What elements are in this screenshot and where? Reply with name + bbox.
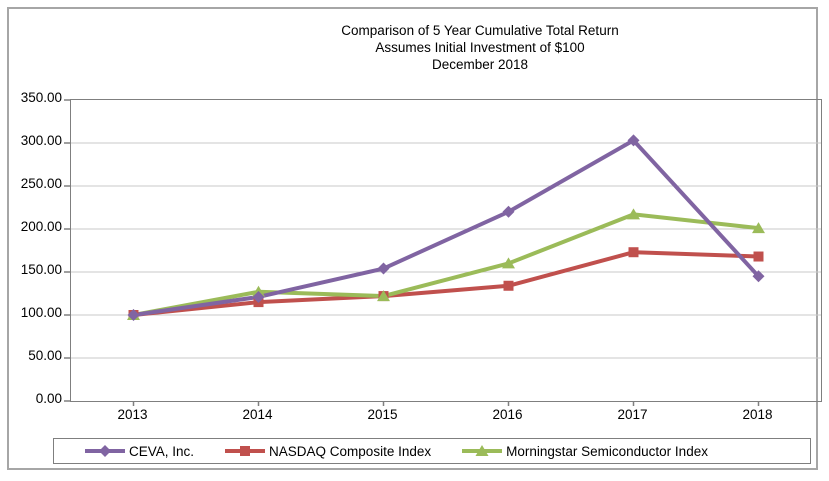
series-line-2 — [133, 250, 759, 317]
y-tick-label: 300.00 — [20, 133, 62, 148]
y-tick-label: 350.00 — [20, 90, 62, 105]
title-line-2: Assumes Initial Investment of $100 — [375, 40, 585, 55]
diamond-marker — [127, 309, 140, 321]
plot-svg — [64, 99, 821, 406]
x-tick-label: 2014 — [242, 407, 273, 422]
square-marker — [503, 280, 514, 291]
triangle-marker — [627, 208, 640, 220]
triangle-marker — [752, 222, 765, 234]
y-tick-label: 200.00 — [20, 219, 62, 234]
diamond-marker — [252, 290, 265, 303]
triangle-marker — [377, 290, 390, 302]
x-tick-label: 2015 — [367, 407, 398, 422]
square-legend-marker-icon — [225, 446, 266, 456]
triangle-legend-marker-icon — [462, 445, 503, 456]
y-tick-label: 250.00 — [20, 176, 62, 191]
diamond-legend-marker-icon — [85, 445, 125, 457]
x-tick-label: 2016 — [492, 407, 523, 422]
y-tick-label: 0.00 — [35, 391, 62, 406]
series-line-1 — [133, 138, 760, 317]
series-line-3 — [133, 212, 759, 317]
title-line-3: December 2018 — [431, 57, 529, 72]
plot-area — [64, 99, 822, 406]
triangle-marker — [502, 257, 515, 269]
diamond-marker — [377, 262, 390, 275]
x-tick-label: 2013 — [117, 407, 148, 422]
legend-item-1: CEVA, Inc. — [84, 444, 194, 459]
title-line-1: Comparison of 5 Year Cumulative Total Re… — [341, 23, 619, 38]
y-tick-label: 50.00 — [28, 348, 62, 363]
square-marker — [753, 251, 764, 262]
chart-title: Comparison of 5 Year Cumulative Total Re… — [105, 22, 829, 73]
legend-label: NASDAQ Composite Index — [269, 443, 432, 459]
diamond-marker — [502, 205, 515, 218]
x-tick-label: 2017 — [617, 407, 648, 422]
legend-label: CEVA, Inc. — [129, 443, 195, 459]
y-tick-label: 150.00 — [20, 262, 62, 277]
square-marker — [628, 247, 639, 258]
legend-label: Morningstar Semiconductor Index — [506, 443, 708, 459]
diamond-marker — [627, 134, 640, 147]
legend-item-3: Morningstar Semiconductor Index — [461, 444, 708, 459]
x-tick-label: 2018 — [742, 407, 773, 422]
diamond-marker — [752, 270, 765, 283]
legend-item-2: NASDAQ Composite Index — [224, 444, 431, 459]
y-tick-label: 100.00 — [20, 305, 62, 320]
chart-frame — [7, 7, 818, 470]
legend: CEVA, Inc. NASDAQ Composite Index Mornings… — [53, 438, 811, 464]
